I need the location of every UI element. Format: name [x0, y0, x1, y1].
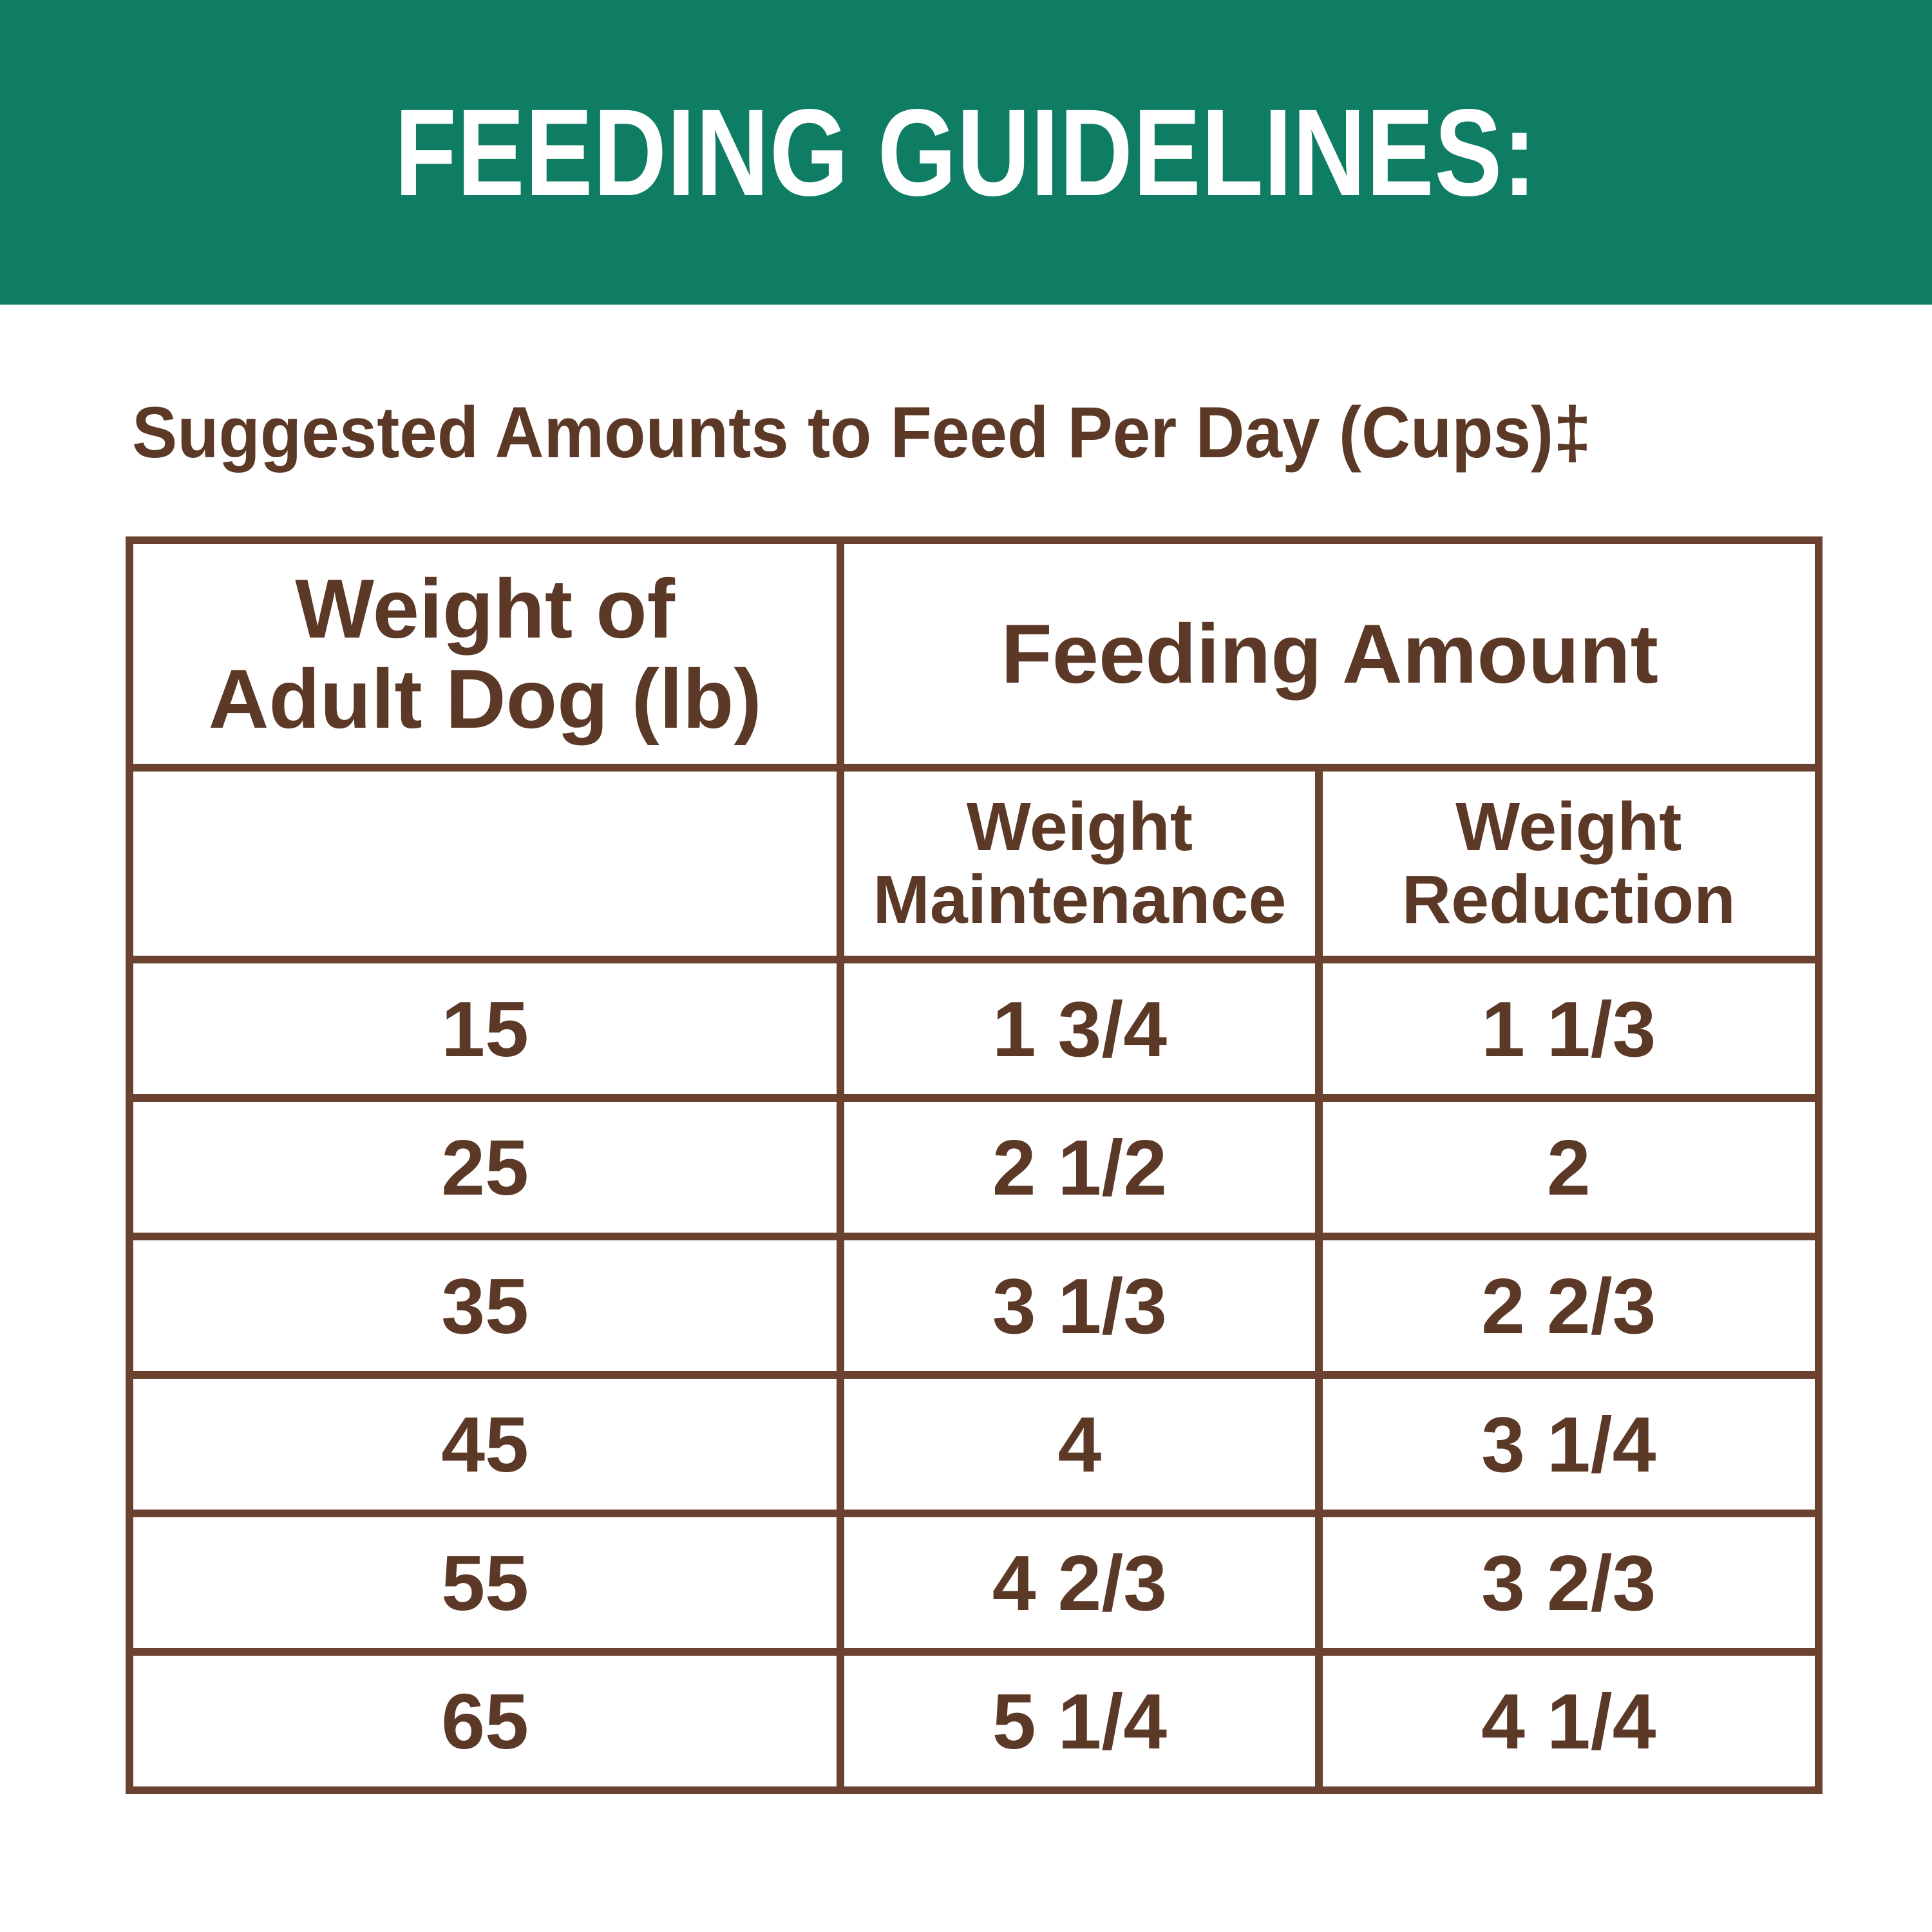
maintenance-value: 4 — [837, 1371, 1323, 1517]
reduction-value: 2 2/3 — [1314, 1233, 1823, 1379]
maintenance-value: 5 1/4 — [837, 1648, 1323, 1794]
weight-reduction-header-line2: Reduction — [1401, 862, 1736, 938]
table-row: 45 4 3 1/4 — [125, 1371, 1823, 1517]
maintenance-value: 4 2/3 — [837, 1510, 1323, 1656]
reduction-value: 1 1/3 — [1314, 956, 1823, 1102]
table-row: 25 2 1/2 2 — [125, 1094, 1823, 1240]
maintenance-value: 3 1/3 — [837, 1233, 1323, 1379]
weight-maintenance-header-line1: Weight — [966, 788, 1193, 865]
weight-value: 15 — [125, 956, 845, 1102]
weight-value: 55 — [125, 1510, 845, 1656]
table-row: 15 1 3/4 1 1/3 — [125, 956, 1823, 1102]
reduction-value: 2 — [1314, 1094, 1823, 1240]
table-row: 55 4 2/3 3 2/3 — [125, 1510, 1823, 1656]
weight-column-header-line1: Weight of — [295, 562, 675, 656]
weight-reduction-header-line1: Weight — [1455, 788, 1682, 865]
feeding-amount-header: Feeding Amount — [837, 536, 1823, 772]
weight-maintenance-header-line2: Maintenance — [873, 862, 1287, 938]
weight-value: 35 — [125, 1233, 845, 1379]
weight-value: 45 — [125, 1371, 845, 1517]
table-caption: Suggested Amounts to Feed Per Day (Cups)… — [132, 392, 1591, 473]
weight-value: 25 — [125, 1094, 845, 1240]
maintenance-value: 1 3/4 — [837, 956, 1323, 1102]
empty-header-cell — [125, 764, 845, 963]
page-title: FEEDING GUIDELINES: — [395, 82, 1537, 222]
reduction-value: 4 1/4 — [1314, 1648, 1823, 1794]
green-banner: FEEDING GUIDELINES: — [0, 0, 1932, 305]
weight-maintenance-header: Weight Maintenance — [837, 764, 1323, 963]
maintenance-value: 2 1/2 — [837, 1094, 1323, 1240]
header-row-main: Weight of Adult Dog (lb) Feeding Amount — [125, 536, 1823, 772]
weight-value: 65 — [125, 1648, 845, 1794]
reduction-value: 3 1/4 — [1314, 1371, 1823, 1517]
table-row: 35 3 1/3 2 2/3 — [125, 1233, 1823, 1379]
reduction-value: 3 2/3 — [1314, 1510, 1823, 1656]
feeding-amount-table: Weight of Adult Dog (lb) Feeding Amount … — [125, 536, 1823, 1794]
weight-column-header-line2: Adult Dog (lb) — [208, 651, 762, 746]
table-row: 65 5 1/4 4 1/4 — [125, 1648, 1823, 1794]
weight-column-header: Weight of Adult Dog (lb) — [125, 536, 845, 772]
weight-reduction-header: Weight Reduction — [1314, 764, 1823, 963]
header-row-sub: Weight Maintenance Weight Reduction — [125, 764, 1823, 963]
